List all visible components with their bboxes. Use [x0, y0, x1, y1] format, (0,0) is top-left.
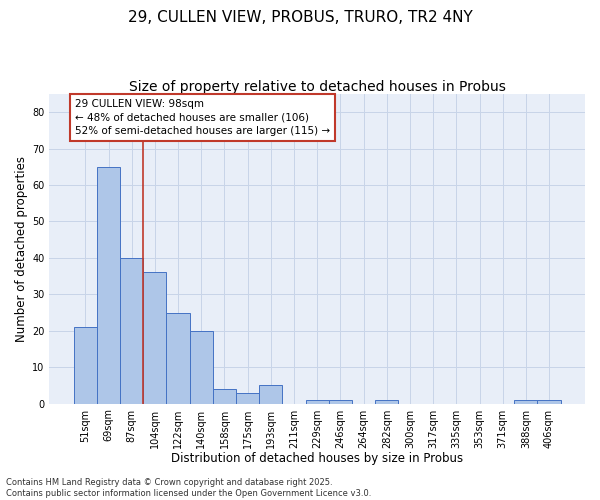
Bar: [97, 167, 120, 404]
Bar: [329, 400, 352, 404]
Bar: [143, 272, 166, 404]
Bar: [375, 400, 398, 404]
Bar: [236, 392, 259, 404]
X-axis label: Distribution of detached houses by size in Probus: Distribution of detached houses by size …: [171, 452, 463, 465]
Bar: [213, 389, 236, 404]
Y-axis label: Number of detached properties: Number of detached properties: [15, 156, 28, 342]
Text: 29, CULLEN VIEW, PROBUS, TRURO, TR2 4NY: 29, CULLEN VIEW, PROBUS, TRURO, TR2 4NY: [128, 10, 472, 25]
Bar: [74, 327, 97, 404]
Bar: [305, 400, 329, 404]
Bar: [190, 331, 213, 404]
Bar: [514, 400, 538, 404]
Text: 29 CULLEN VIEW: 98sqm
← 48% of detached houses are smaller (106)
52% of semi-det: 29 CULLEN VIEW: 98sqm ← 48% of detached …: [75, 100, 330, 136]
Bar: [538, 400, 560, 404]
Bar: [259, 386, 283, 404]
Bar: [166, 312, 190, 404]
Text: Contains HM Land Registry data © Crown copyright and database right 2025.
Contai: Contains HM Land Registry data © Crown c…: [6, 478, 371, 498]
Bar: [120, 258, 143, 404]
Title: Size of property relative to detached houses in Probus: Size of property relative to detached ho…: [129, 80, 506, 94]
